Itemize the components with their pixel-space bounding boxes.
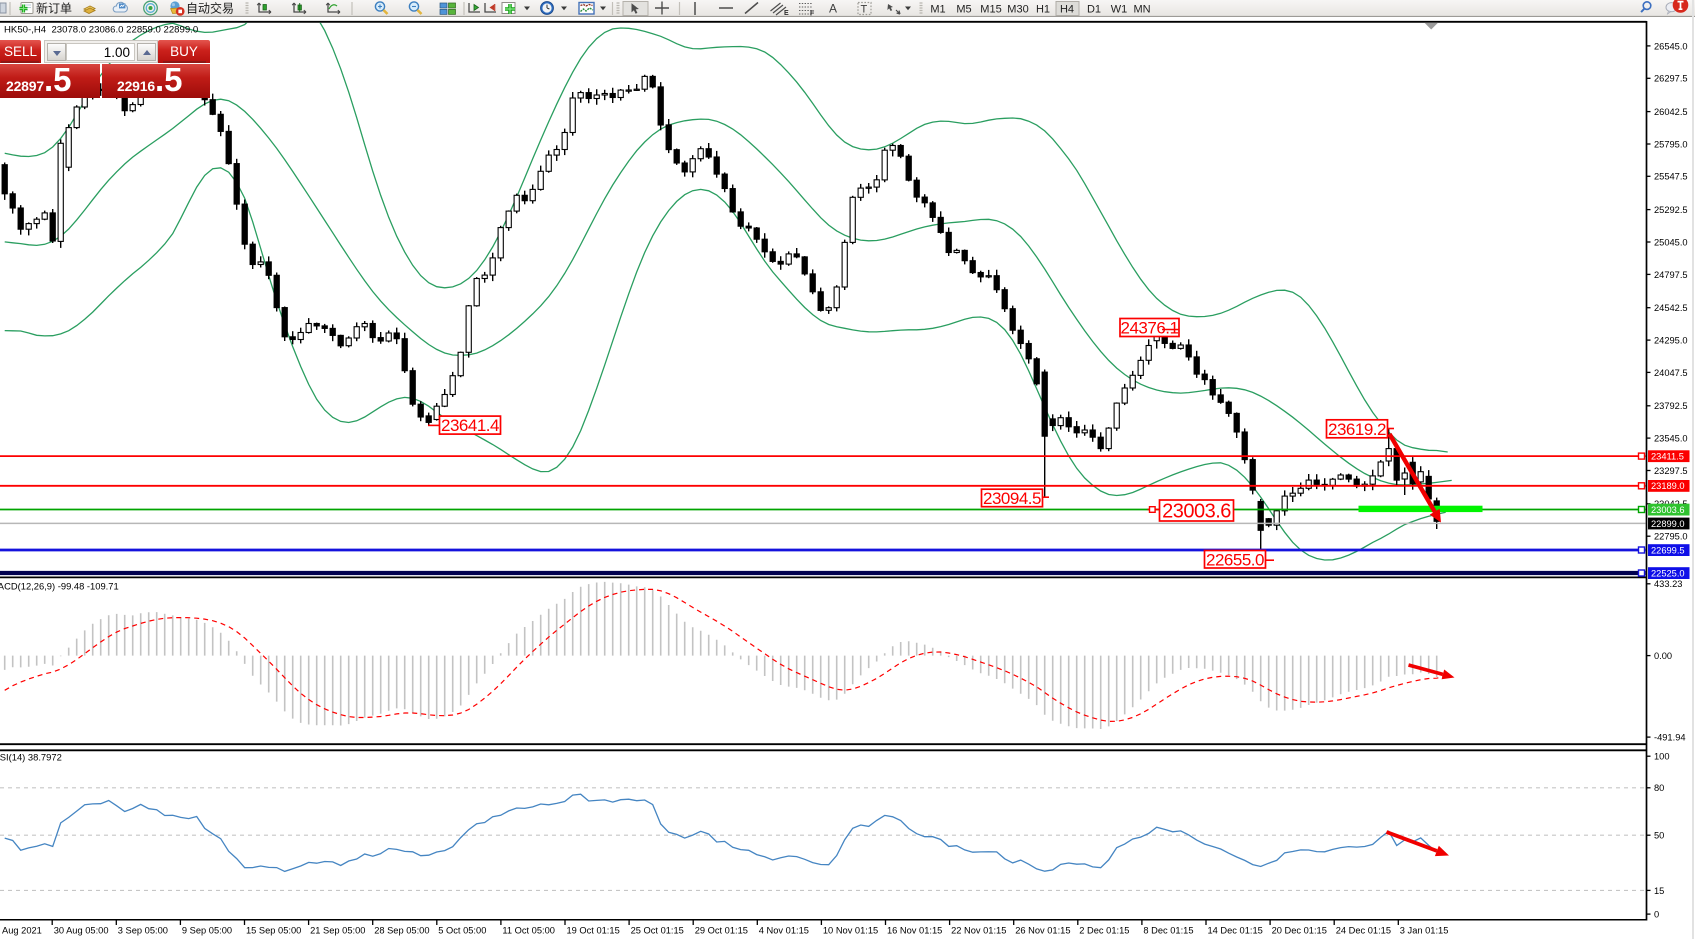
svg-text:22655.0: 22655.0 — [1206, 550, 1264, 569]
svg-text:0: 0 — [1654, 910, 1659, 920]
svg-text:D1: D1 — [1087, 3, 1101, 15]
svg-text:H1: H1 — [1036, 3, 1050, 15]
svg-text:MACD(12,26,9) -99.48 -109.71: MACD(12,26,9) -99.48 -109.71 — [0, 581, 119, 592]
svg-text:3 Sep 05:00: 3 Sep 05:00 — [118, 926, 168, 936]
svg-text:9 Sep 05:00: 9 Sep 05:00 — [182, 926, 232, 936]
svg-text:10 Nov 01:15: 10 Nov 01:15 — [823, 926, 878, 936]
svg-text:0.00: 0.00 — [1654, 651, 1672, 661]
svg-text:24 Dec 01:15: 24 Dec 01:15 — [1336, 926, 1391, 936]
svg-text:M15: M15 — [980, 3, 1001, 15]
svg-text:100: 100 — [1654, 752, 1670, 762]
svg-text:H4: H4 — [1060, 3, 1074, 15]
svg-text:4 Nov 01:15: 4 Nov 01:15 — [759, 926, 809, 936]
svg-text:24295.0: 24295.0 — [1654, 336, 1688, 346]
svg-text:25795.0: 25795.0 — [1654, 139, 1688, 149]
svg-text:23189.0: 23189.0 — [1651, 481, 1685, 491]
svg-text:21 Sep 05:00: 21 Sep 05:00 — [310, 926, 365, 936]
svg-text:22795.0: 22795.0 — [1654, 532, 1688, 542]
svg-text:24047.5: 24047.5 — [1654, 368, 1688, 378]
svg-text:24376.1: 24376.1 — [1121, 319, 1179, 338]
svg-text:T: T — [861, 4, 868, 16]
svg-text:28 Sep 05:00: 28 Sep 05:00 — [374, 926, 429, 936]
svg-text:W1: W1 — [1111, 3, 1128, 15]
svg-text:26545.0: 26545.0 — [1654, 41, 1688, 51]
svg-text:22899.0: 22899.0 — [1651, 519, 1685, 529]
svg-text:F: F — [810, 11, 815, 18]
svg-text:-491.94: -491.94 — [1654, 733, 1686, 743]
svg-text:23003.6: 23003.6 — [1162, 501, 1231, 523]
svg-text:MN: MN — [1133, 3, 1150, 15]
svg-text:E: E — [784, 10, 789, 17]
svg-text:22525.0: 22525.0 — [1651, 568, 1685, 578]
svg-text:24797.5: 24797.5 — [1654, 270, 1688, 280]
svg-text:23411.5: 23411.5 — [1651, 452, 1684, 462]
svg-text:23094.5: 23094.5 — [983, 489, 1041, 508]
svg-text:3 Jan 01:15: 3 Jan 01:15 — [1400, 926, 1449, 936]
svg-text:14 Dec 01:15: 14 Dec 01:15 — [1208, 926, 1263, 936]
svg-text:15: 15 — [1654, 886, 1664, 896]
svg-text:23545.0: 23545.0 — [1654, 434, 1688, 444]
svg-text:22699.5: 22699.5 — [1651, 545, 1685, 555]
svg-text:50: 50 — [1654, 831, 1664, 841]
svg-text:M30: M30 — [1007, 3, 1028, 15]
svg-text:25 Oct 01:15: 25 Oct 01:15 — [631, 926, 684, 936]
svg-text:23792.5: 23792.5 — [1654, 401, 1688, 411]
svg-text:22 Nov 01:15: 22 Nov 01:15 — [951, 926, 1006, 936]
svg-text:27 Aug 2021: 27 Aug 2021 — [0, 926, 42, 936]
svg-text:A: A — [829, 2, 837, 16]
svg-text:25292.5: 25292.5 — [1654, 205, 1688, 215]
svg-text:30 Aug 05:00: 30 Aug 05:00 — [54, 926, 109, 936]
svg-text:M5: M5 — [956, 3, 971, 15]
svg-text:25045.0: 25045.0 — [1654, 237, 1688, 247]
svg-text:M1: M1 — [930, 3, 945, 15]
svg-text:26 Nov 01:15: 26 Nov 01:15 — [1015, 926, 1070, 936]
svg-text:15 Sep 05:00: 15 Sep 05:00 — [246, 926, 301, 936]
svg-text:2 Dec 01:15: 2 Dec 01:15 — [1079, 926, 1129, 936]
svg-text:19 Oct 01:15: 19 Oct 01:15 — [567, 926, 620, 936]
svg-text:23619.2: 23619.2 — [1328, 420, 1386, 439]
svg-text:23641.4: 23641.4 — [441, 416, 499, 435]
svg-text:26297.5: 26297.5 — [1654, 74, 1688, 84]
svg-text:16 Nov 01:15: 16 Nov 01:15 — [887, 926, 942, 936]
svg-text:23297.5: 23297.5 — [1654, 466, 1688, 476]
svg-text:23003.6: 23003.6 — [1651, 505, 1685, 515]
svg-text:RSI(14) 38.7972: RSI(14) 38.7972 — [0, 752, 62, 763]
svg-text:5 Oct 05:00: 5 Oct 05:00 — [438, 926, 486, 936]
svg-text:25547.5: 25547.5 — [1654, 172, 1688, 182]
svg-text:11 Oct 05:00: 11 Oct 05:00 — [502, 926, 555, 936]
svg-text:8 Dec 01:15: 8 Dec 01:15 — [1143, 926, 1193, 936]
svg-text:433.23: 433.23 — [1654, 579, 1682, 589]
svg-text:26042.5: 26042.5 — [1654, 107, 1688, 117]
svg-text:24542.5: 24542.5 — [1654, 303, 1688, 313]
svg-text:80: 80 — [1654, 783, 1664, 793]
svg-text:新订单: 新订单 — [36, 0, 72, 15]
svg-text:自动交易: 自动交易 — [186, 0, 234, 15]
svg-text:20 Dec 01:15: 20 Dec 01:15 — [1272, 926, 1327, 936]
svg-text:29 Oct 01:15: 29 Oct 01:15 — [695, 926, 748, 936]
svg-text:HK50-,H4 23078.0 23086.0 2285: HK50-,H4 23078.0 23086.0 22859.0 22899.0 — [4, 25, 198, 36]
